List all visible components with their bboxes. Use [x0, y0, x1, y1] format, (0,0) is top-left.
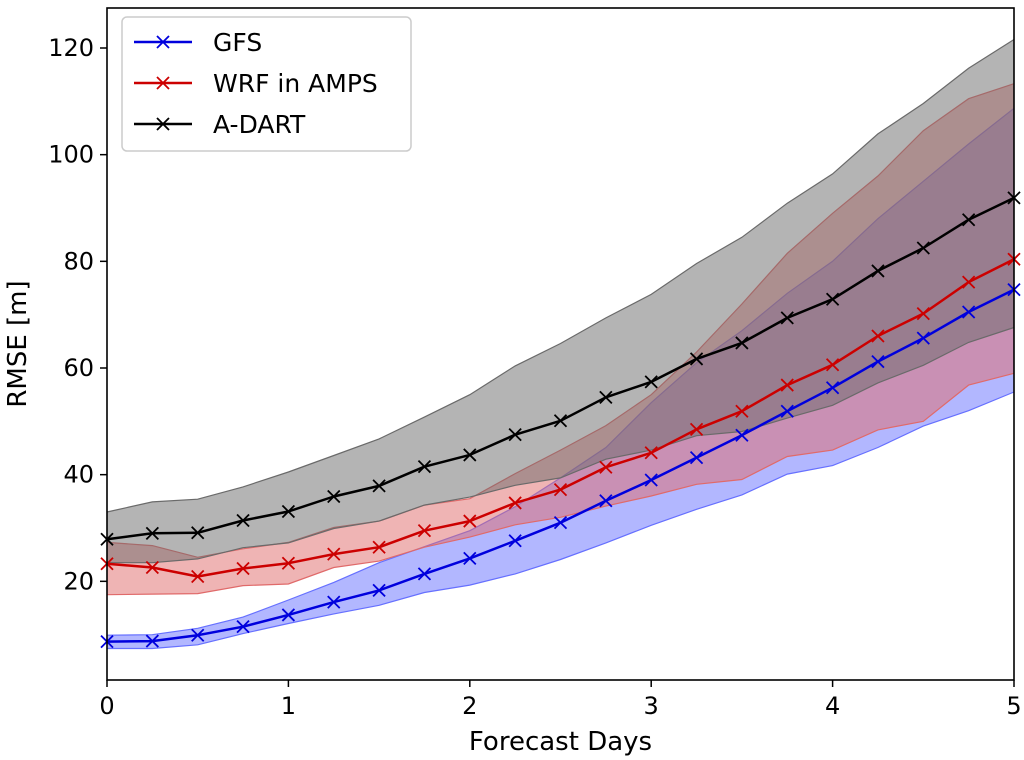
wrf-in-amps-point	[780, 378, 794, 392]
gfs-point	[644, 473, 658, 487]
wrf-in-amps-point	[553, 482, 568, 497]
gfs-point	[689, 450, 704, 465]
wrf-in-amps-point	[962, 275, 976, 289]
wrf-in-amps-point	[463, 514, 477, 528]
a-dart-point	[145, 526, 159, 540]
wrf-in-amps-point	[689, 422, 704, 436]
gfs-point	[236, 620, 250, 634]
a-dart-point	[871, 264, 885, 278]
a-dart-point	[644, 375, 658, 389]
a-dart-point	[327, 489, 341, 504]
a-dart-point	[236, 513, 250, 528]
x-tick-label: 5	[1006, 692, 1021, 720]
gfs-point	[825, 381, 840, 395]
gfs-point	[281, 608, 296, 622]
gfs-legend-marker	[156, 35, 170, 49]
wrf-in-amps-point	[871, 329, 885, 343]
wrf-in-amps-legend-marker	[156, 76, 170, 90]
wrf-in-amps-point	[916, 306, 930, 321]
gfs-point	[735, 428, 749, 442]
wrf-in-amps-point	[372, 540, 386, 554]
a-dart-legend-label: A-DART	[213, 110, 306, 139]
a-dart-point	[735, 336, 749, 350]
wrf-in-amps-point	[417, 524, 432, 538]
wrf-in-amps-point	[644, 446, 658, 460]
wrf-in-amps-point	[508, 496, 522, 510]
y-tick-label: 100	[48, 141, 94, 169]
gfs-band-lower-edge	[107, 391, 1015, 650]
a-dart-legend-marker	[156, 117, 170, 131]
a-dart-band-upper-edge	[106, 38, 1015, 513]
a-dart-band-lower-edge	[107, 326, 1015, 564]
wrf-in-amps-point	[735, 404, 749, 418]
wrf-in-amps-band-lower-edge	[106, 372, 1015, 596]
a-dart-point	[780, 311, 794, 325]
gfs-point	[780, 404, 794, 418]
gfs-point	[599, 494, 613, 508]
wrf-in-amps-point	[236, 561, 250, 576]
a-dart-point	[916, 241, 930, 255]
a-dart-point	[508, 428, 522, 442]
x-tick-label: 1	[281, 692, 296, 720]
a-dart-point	[825, 292, 840, 306]
y-tick-label: 80	[63, 247, 94, 275]
a-dart-point	[372, 479, 386, 493]
wrf-in-amps-point	[599, 460, 613, 474]
y-tick-label: 20	[63, 567, 94, 595]
a-dart-point	[553, 414, 568, 428]
gfs-point	[508, 534, 522, 548]
x-axis: 0 1 2 3 4 5	[99, 680, 1022, 720]
wrf-in-amps-point	[327, 547, 341, 561]
gfs-point	[463, 551, 477, 566]
wrf-in-amps-point	[145, 560, 159, 575]
wrf-in-amps-legend-label: WRF in AMPS	[213, 69, 378, 98]
gfs-point	[145, 634, 159, 648]
gfs-point	[553, 516, 568, 530]
x-tick-label: 2	[462, 692, 477, 720]
gfs-point	[327, 595, 341, 609]
plot-frame	[106, 7, 1015, 681]
y-axis: 20 40 60 80 100 120	[48, 34, 107, 595]
a-dart-point	[417, 460, 432, 474]
x-tick-label: 0	[99, 692, 114, 720]
x-tick-label: 4	[825, 692, 840, 720]
gfs-point	[372, 583, 386, 598]
y-axis-title: RMSE [m]	[3, 280, 33, 407]
gfs-legend-label: GFS	[213, 28, 262, 57]
gfs-point	[962, 305, 976, 319]
gfs-point	[871, 354, 885, 369]
y-tick-label: 120	[48, 34, 94, 62]
y-tick-label: 60	[63, 354, 94, 382]
a-dart-point	[599, 390, 613, 404]
x-tick-label: 3	[644, 692, 659, 720]
series-markers	[100, 191, 1021, 649]
a-dart-point	[281, 504, 296, 519]
y-tick-label: 40	[63, 461, 94, 489]
a-dart-point	[962, 213, 976, 227]
wrf-in-amps-point	[191, 569, 205, 584]
a-dart-point	[689, 352, 704, 366]
gfs-point	[417, 567, 432, 581]
a-dart-point	[463, 448, 477, 462]
a-dart-band	[107, 39, 1014, 563]
legend-box	[121, 16, 412, 152]
x-axis-title: Forecast Days	[469, 727, 652, 757]
a-dart-point	[191, 526, 205, 540]
wrf-in-amps-point	[825, 358, 840, 372]
gfs-point	[916, 331, 930, 345]
legend: GFS WRF in AMPS A-DART	[121, 16, 412, 152]
wrf-in-amps-point	[281, 556, 296, 570]
gfs-point	[191, 628, 205, 642]
uncertainty-bands	[106, 38, 1015, 650]
